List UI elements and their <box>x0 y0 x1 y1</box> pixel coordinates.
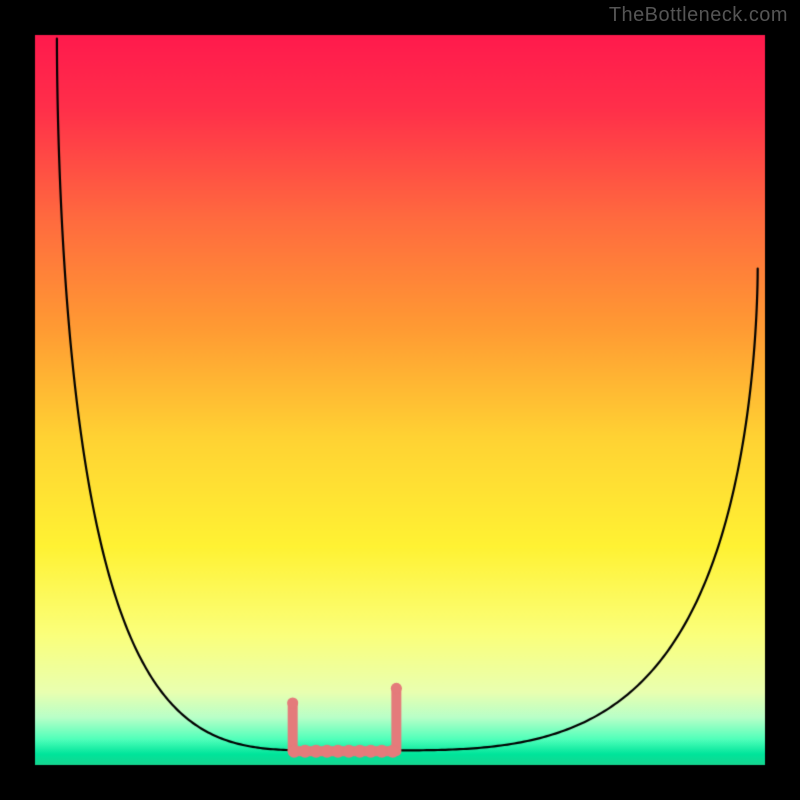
bottleneck-curve-chart <box>0 0 800 800</box>
